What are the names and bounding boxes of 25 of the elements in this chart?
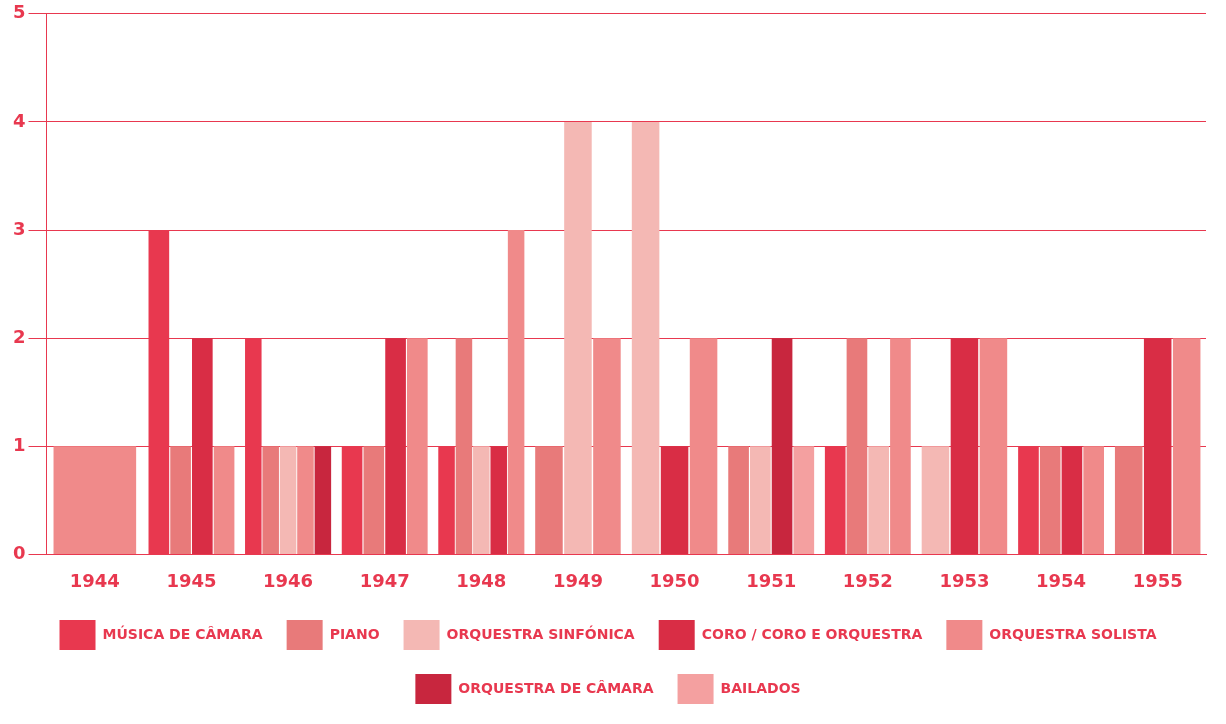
legend-label: ORQUESTRA SINFÓNICA: [446, 624, 635, 642]
y-tick-label: 3: [12, 217, 26, 239]
x-tick-label: 1948: [456, 569, 507, 591]
y-tick-label: 4: [12, 109, 26, 131]
legend-label: ORQUESTRA DE CÂMARA: [458, 679, 654, 696]
legend-label: BAILADOS: [720, 679, 801, 696]
x-tick-label: 1953: [939, 569, 990, 591]
legend-label: CORO / CORO E ORQUESTRA: [701, 625, 923, 642]
x-tick-label: 1955: [1132, 569, 1183, 591]
x-tick-label: 1951: [746, 569, 797, 591]
x-tick-label: 1949: [552, 569, 604, 591]
x-tick-label: 1950: [649, 569, 700, 591]
y-tick-label: 5: [12, 1, 26, 23]
x-tick-label: 1944: [69, 569, 120, 591]
y-tick-label: 0: [12, 542, 26, 564]
x-tick-label: 1945: [166, 569, 217, 591]
x-tick-label: 1946: [263, 569, 314, 591]
y-tick-label: 2: [12, 325, 26, 347]
y-tick-label: 1: [12, 433, 26, 455]
legend-label: ORQUESTRA SOLISTA: [989, 625, 1157, 642]
x-tick-label: 1947: [359, 569, 410, 591]
legend-label: PIANO: [329, 625, 380, 642]
x-tick-label: 1952: [842, 569, 893, 591]
x-tick-label: 1954: [1036, 569, 1087, 591]
legend-label: MÚSICA DE CÂMARA: [102, 624, 263, 642]
